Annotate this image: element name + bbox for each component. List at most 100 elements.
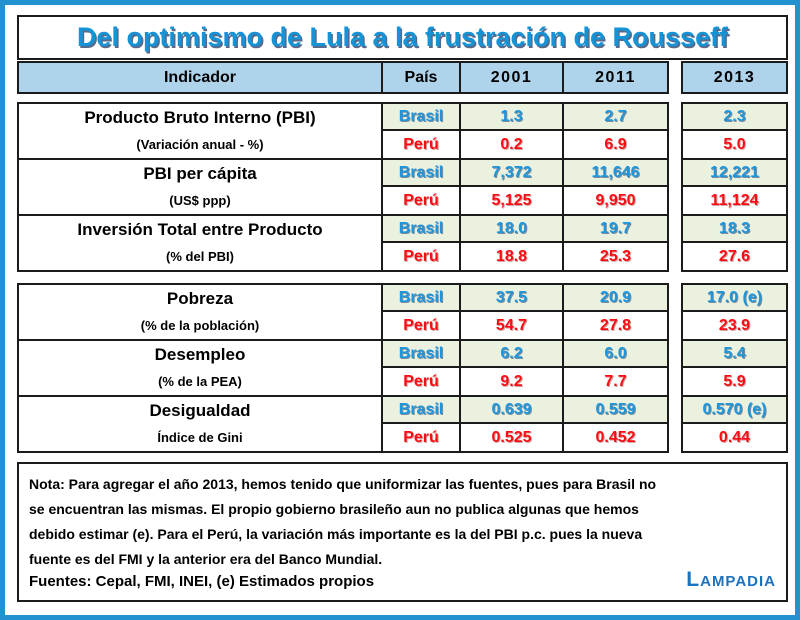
- table-group-economy: Producto Bruto Interno (PBI) (Variación …: [17, 102, 669, 272]
- value-brasil-2001: 7,372: [461, 160, 564, 187]
- value-peru-2013: 27.6: [683, 243, 786, 270]
- value-peru-2011: 6.9: [564, 131, 667, 158]
- value-peru-2011: 27.8: [564, 312, 667, 339]
- lampadia-logo-initial: L: [686, 568, 701, 591]
- country-label-brasil: Brasil: [383, 216, 461, 243]
- indicator-cell: Producto Bruto Interno (PBI) (Variación …: [19, 104, 383, 158]
- value-brasil-2001: 6.2: [461, 341, 564, 368]
- value-brasil-2011: 6.0: [564, 341, 667, 368]
- indicator-unit: (Variación anual - %): [136, 137, 264, 152]
- value-peru-2011: 7.7: [564, 368, 667, 395]
- indicator-cell: Inversión Total entre Producto (% del PB…: [19, 216, 383, 270]
- indicator-name: Pobreza: [166, 288, 234, 308]
- table-header: Indicador País 2001 2011: [17, 61, 669, 94]
- lampadia-logo-rest: AMPADIA: [700, 573, 776, 590]
- value-brasil-2013: 0.570 (e): [683, 397, 786, 424]
- value-brasil-2013: 5.4: [683, 341, 786, 368]
- indicator-unit: (% de la población): [140, 318, 260, 333]
- note-footer: Fuentes: Cepal, FMI, INEI, (e) Estimados…: [29, 568, 776, 592]
- col-header-2013-box: 2013: [681, 61, 788, 94]
- note-line-3: debido estimar (e). Para el Perú, la var…: [29, 526, 643, 542]
- pair-2013-pbi: 2.3 5.0: [683, 104, 786, 158]
- indicator-pair-pbi: Producto Bruto Interno (PBI) (Variación …: [19, 104, 667, 158]
- indicator-unit: (% de la PEA): [158, 374, 242, 389]
- indicator-unit: (% del PBI): [166, 249, 234, 264]
- note-line-2: se encuentran las mismas. El propio gobi…: [29, 501, 639, 517]
- col-header-indicador: Indicador: [19, 63, 383, 92]
- value-brasil-2013: 12,221: [683, 160, 786, 187]
- value-peru-2001: 5,125: [461, 187, 564, 214]
- value-brasil-2011: 2.7: [564, 104, 667, 131]
- note-box: Nota: Para agregar el año 2013, hemos te…: [17, 462, 788, 602]
- country-label-brasil: Brasil: [383, 104, 461, 131]
- country-label-peru: Perú: [383, 424, 461, 451]
- value-peru-2011: 25.3: [564, 243, 667, 270]
- value-peru-2001: 9.2: [461, 368, 564, 395]
- indicator-name: Producto Bruto Interno (PBI): [84, 107, 316, 127]
- indicator-cell: Desempleo (% de la PEA): [19, 341, 383, 395]
- value-peru-2001: 0.2: [461, 131, 564, 158]
- value-peru-2013: 5.9: [683, 368, 786, 395]
- value-peru-2001: 54.7: [461, 312, 564, 339]
- value-brasil-2011: 0.559: [564, 397, 667, 424]
- pair-2013-pobreza: 17.0 (e) 23.9: [683, 285, 786, 339]
- note-line-1: Nota: Para agregar el año 2013, hemos te…: [29, 476, 657, 492]
- country-label-brasil: Brasil: [383, 397, 461, 424]
- table-group-social: Pobreza (% de la población) Brasil 37.5 …: [17, 283, 669, 453]
- value-peru-2001: 18.8: [461, 243, 564, 270]
- value-peru-2013: 23.9: [683, 312, 786, 339]
- country-label-peru: Perú: [383, 187, 461, 214]
- value-brasil-2001: 1.3: [461, 104, 564, 131]
- table-group-social-2013: 17.0 (e) 23.9 5.4 5.9 0.570 (e) 0.44: [681, 283, 788, 453]
- indicator-name: Desigualdad: [149, 400, 251, 420]
- country-label-brasil: Brasil: [383, 160, 461, 187]
- value-brasil-2011: 19.7: [564, 216, 667, 243]
- indicator-name: Inversión Total entre Producto: [77, 219, 323, 239]
- col-header-2013: 2013: [713, 68, 756, 86]
- indicator-unit: Índice de Gini: [157, 430, 243, 445]
- value-peru-2013: 0.44: [683, 424, 786, 451]
- col-header-2011: 2011: [564, 63, 667, 92]
- indicator-pair-pbi-per-capita: PBI per cápita (US$ ppp) Brasil 7,372 11…: [19, 158, 667, 214]
- value-brasil-2001: 18.0: [461, 216, 564, 243]
- value-peru-2013: 5.0: [683, 131, 786, 158]
- col-header-pais: País: [383, 63, 461, 92]
- pair-2013-inversion: 18.3 27.6: [683, 214, 786, 270]
- value-brasil-2001: 0.639: [461, 397, 564, 424]
- note-line-4: fuente es del FMI y la anterior era del …: [29, 551, 383, 567]
- country-label-peru: Perú: [383, 243, 461, 270]
- lampadia-logo: LAMPADIA: [686, 568, 776, 592]
- sources-text: Fuentes: Cepal, FMI, INEI, (e) Estimados…: [29, 573, 375, 590]
- indicator-pair-pobreza: Pobreza (% de la población) Brasil 37.5 …: [19, 285, 667, 339]
- indicator-name: Desempleo: [154, 344, 246, 364]
- indicator-pair-desigualdad: Desigualdad Índice de Gini Brasil 0.639 …: [19, 395, 667, 451]
- country-label-peru: Perú: [383, 131, 461, 158]
- page-title: Del optimismo de Lula a la frustración d…: [76, 22, 729, 52]
- indicator-pair-inversion: Inversión Total entre Producto (% del PB…: [19, 214, 667, 270]
- table-group-economy-2013: 2.3 5.0 12,221 11,124 18.3 27.6: [681, 102, 788, 272]
- indicator-pair-desempleo: Desempleo (% de la PEA) Brasil 6.2 6.0 P…: [19, 339, 667, 395]
- value-peru-2013: 11,124: [683, 187, 786, 214]
- value-brasil-2001: 37.5: [461, 285, 564, 312]
- value-peru-2001: 0.525: [461, 424, 564, 451]
- indicator-name: PBI per cápita: [143, 163, 257, 183]
- pair-2013-desigualdad: 0.570 (e) 0.44: [683, 395, 786, 451]
- value-brasil-2013: 17.0 (e): [683, 285, 786, 312]
- country-label-brasil: Brasil: [383, 341, 461, 368]
- country-label-brasil: Brasil: [383, 285, 461, 312]
- pair-2013-pbi-per-capita: 12,221 11,124: [683, 158, 786, 214]
- value-brasil-2011: 11,646: [564, 160, 667, 187]
- pair-2013-desempleo: 5.4 5.9: [683, 339, 786, 395]
- value-peru-2011: 9,950: [564, 187, 667, 214]
- indicator-unit: (US$ ppp): [169, 193, 231, 208]
- title-box: Del optimismo de Lula a la frustración d…: [17, 15, 788, 60]
- country-label-peru: Perú: [383, 368, 461, 395]
- col-header-2001: 2001: [461, 63, 564, 92]
- indicator-cell: Desigualdad Índice de Gini: [19, 397, 383, 451]
- value-brasil-2013: 18.3: [683, 216, 786, 243]
- value-brasil-2013: 2.3: [683, 104, 786, 131]
- indicator-cell: PBI per cápita (US$ ppp): [19, 160, 383, 214]
- country-label-peru: Perú: [383, 312, 461, 339]
- value-peru-2011: 0.452: [564, 424, 667, 451]
